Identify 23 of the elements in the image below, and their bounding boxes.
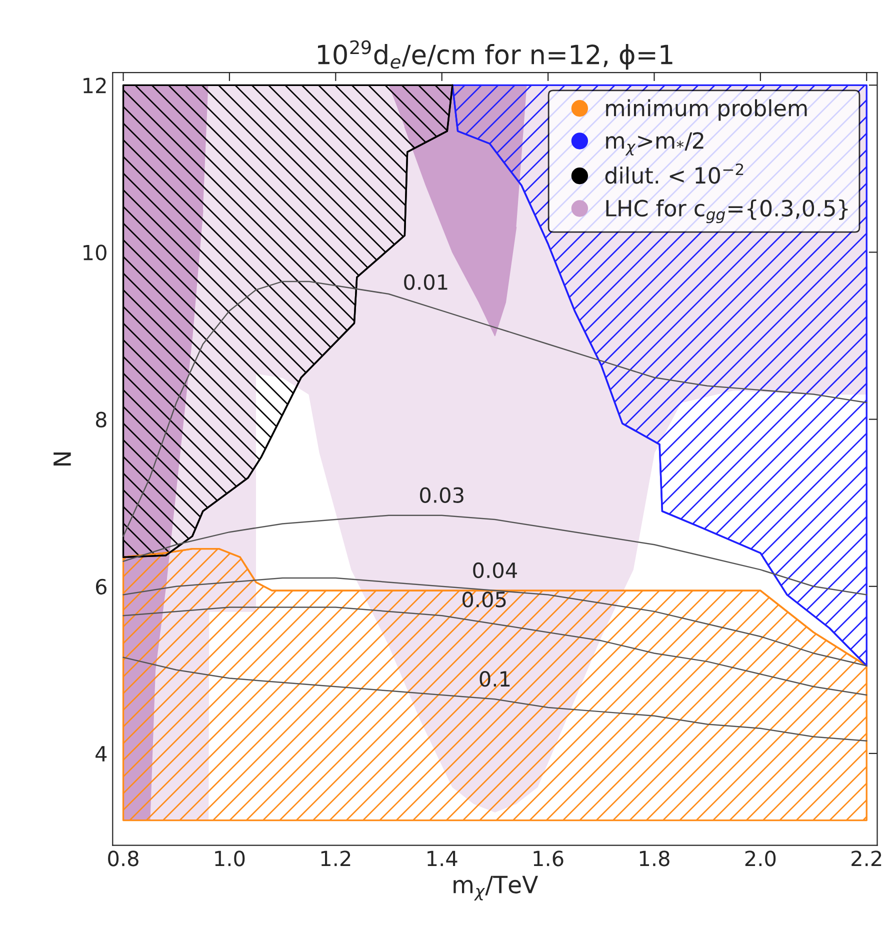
annotation: 0.01 (404, 274, 448, 290)
x-tick-label: 1.2 (321, 850, 350, 866)
x-tick-label: 2.0 (745, 850, 776, 866)
x-tick-label: 2.2 (852, 850, 882, 866)
x-tick-label: 1.4 (428, 850, 458, 866)
annotation: 0.04 (473, 562, 517, 578)
annotation: 0.03 (420, 487, 464, 503)
legend-label: LHC for c$_{gg}$={0.3,0.5} (606, 199, 848, 224)
legend-label: minimum problem (606, 99, 807, 121)
y-tick-label: 6 (96, 578, 106, 595)
chart-title: 10$^{29}$d$_{e}$/e/cm for n=12, ϕ=1 (318, 40, 672, 70)
y-tick-label: 12 (84, 78, 106, 94)
y-axis-title: N (54, 452, 71, 466)
legend-label: m$_{χ}$>m$_{*}$/2 (606, 132, 704, 156)
x-tick-label: 1.0 (215, 850, 245, 866)
legend-label: dilut. < 10$^{−2}$ (605, 163, 744, 184)
x-tick-label: 1.8 (640, 850, 670, 866)
y-tick-label: 10 (84, 244, 106, 260)
x-axis-title: m$_{χ}$/TeV (454, 876, 538, 900)
x-tick-label: 0.8 (108, 850, 138, 866)
y-tick-label: 8 (96, 412, 106, 428)
x-tick-label: 1.6 (534, 850, 564, 866)
y-tick-label: 4 (96, 746, 107, 762)
